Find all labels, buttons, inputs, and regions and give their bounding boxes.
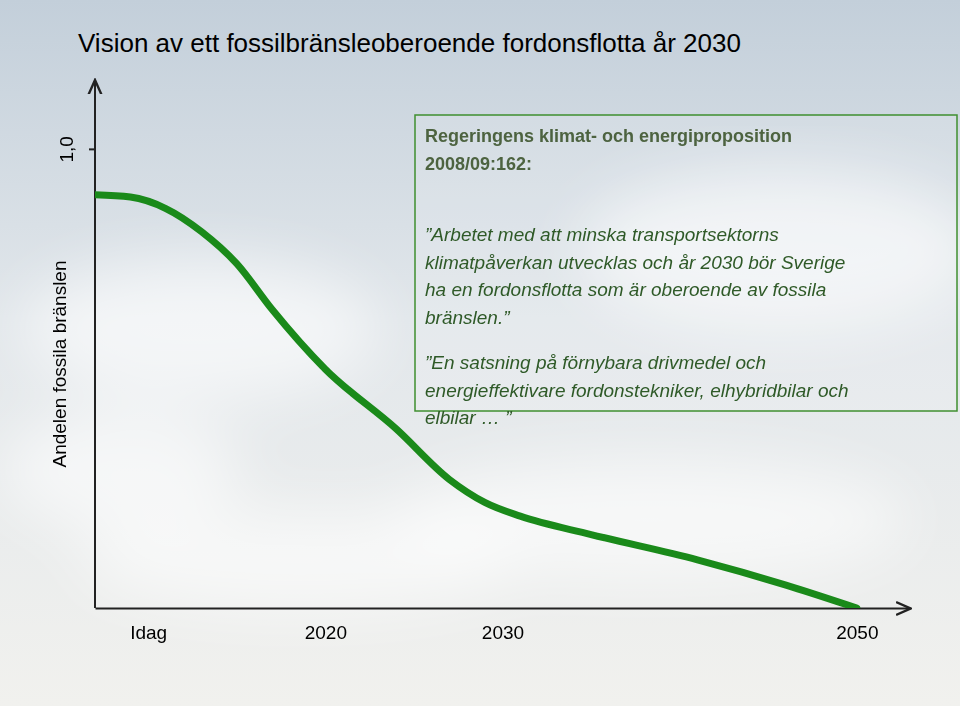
annotation-quote: klimatpåverkan utvecklas och år 2030 bör… — [425, 252, 845, 273]
annotation-quote: ha en fordonsflotta som är oberoende av … — [425, 279, 826, 300]
x-tick: 2020 — [305, 608, 347, 643]
x-tick: 2030 — [482, 608, 524, 643]
y-axis-title: Andelen fossila bränslen — [49, 260, 70, 467]
annotation: Regeringens klimat- och energipropositio… — [415, 115, 957, 428]
annotation-quote: elbilar … ” — [425, 407, 513, 428]
x-axis-line — [96, 608, 911, 610]
x-tick: Idag — [130, 608, 167, 643]
y-tick-label: 1,0 — [56, 136, 77, 162]
y-tick: 1,0 — [56, 136, 95, 162]
x-tick-label: 2030 — [482, 622, 524, 643]
background — [0, 0, 960, 706]
chart: Vision av ett fossilbränsleoberoende for… — [0, 0, 960, 706]
annotation-heading: 2008/09:162: — [425, 154, 532, 174]
annotation-heading: Regeringens klimat- och energipropositio… — [425, 126, 792, 146]
x-tick-label: Idag — [130, 622, 167, 643]
annotation-quote: ”En satsning på förnybara drivmedel och — [425, 352, 766, 373]
annotation-box — [415, 115, 957, 411]
x-tick-label: 2020 — [305, 622, 347, 643]
cloud — [0, 410, 240, 530]
x-tick-label: 2050 — [836, 622, 878, 643]
cloud — [20, 260, 380, 400]
x-axis: Idag 2020 2030 2050 — [96, 608, 911, 643]
annotation-quote: bränslen.” — [425, 307, 511, 328]
y-axis-line — [94, 80, 96, 608]
annotation-quote: energieffektivare fordonstekniker, elhyb… — [425, 380, 849, 401]
title: Vision av ett fossilbränsleoberoende for… — [78, 28, 741, 58]
annotation-quote: ”Arbetet med att minska transportsektorn… — [425, 224, 779, 245]
y-tick-mark — [89, 148, 95, 150]
x-tick: 2050 — [836, 608, 878, 643]
